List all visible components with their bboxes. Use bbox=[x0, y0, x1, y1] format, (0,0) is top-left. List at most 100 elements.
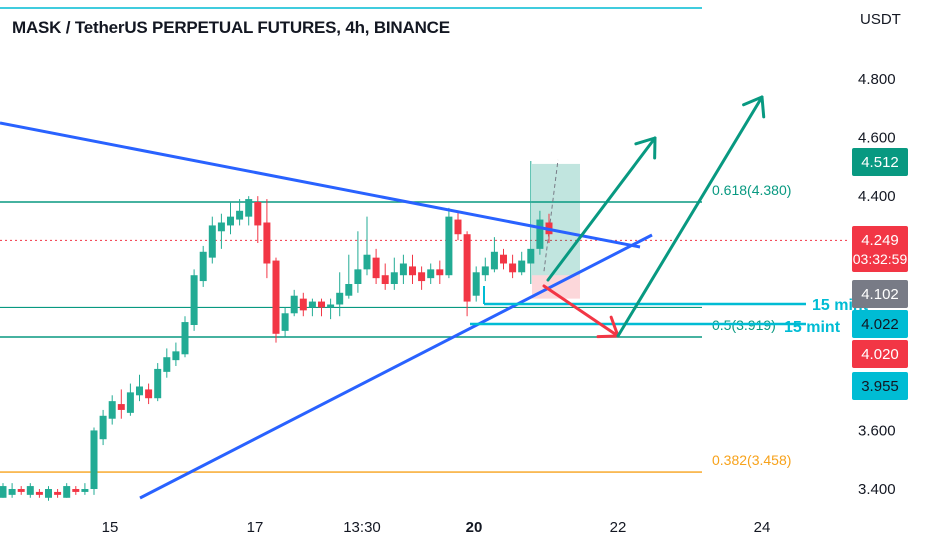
candle-body bbox=[172, 351, 180, 361]
candle-body bbox=[254, 202, 262, 226]
candle-body bbox=[308, 301, 316, 308]
projection-arrow-up-large-head bbox=[742, 95, 766, 119]
price-label-badge bbox=[852, 280, 908, 308]
candle-body bbox=[54, 491, 62, 495]
y-tick-label: 3.600 bbox=[858, 422, 896, 439]
fib-level-label: 0.382(3.458) bbox=[712, 452, 791, 468]
price-label-badge bbox=[852, 340, 908, 368]
price-label-badge bbox=[852, 226, 908, 272]
price-label-badge bbox=[852, 148, 908, 176]
candle-body bbox=[281, 313, 289, 331]
candle-body bbox=[527, 248, 535, 264]
candle-body bbox=[345, 284, 353, 296]
price-label-value: 4.102 bbox=[861, 286, 899, 303]
projection-arrow-up-small bbox=[546, 136, 657, 282]
fib-level-label: 0.618(4.380) bbox=[712, 182, 791, 198]
candle-body bbox=[208, 225, 216, 258]
candle-body bbox=[445, 216, 453, 276]
candle-body bbox=[35, 491, 43, 495]
projection-arrow-up-large bbox=[616, 95, 764, 338]
chart-title: MASK / TetherUS PERPETUAL FUTURES, 4h, B… bbox=[12, 18, 450, 37]
candle-body bbox=[427, 269, 435, 279]
y-tick-label: 4.800 bbox=[858, 71, 896, 88]
candle-body bbox=[163, 357, 171, 372]
candle-body bbox=[472, 272, 480, 296]
x-tick-label: 24 bbox=[754, 519, 771, 536]
candle-body bbox=[290, 295, 298, 314]
projection-arrow-down bbox=[542, 284, 620, 338]
candle-body bbox=[90, 430, 98, 489]
x-tick-label: 13:30 bbox=[343, 519, 381, 536]
candle-body bbox=[463, 234, 471, 302]
candle-body bbox=[63, 486, 71, 498]
candle-body bbox=[81, 489, 89, 492]
candle-body bbox=[390, 272, 398, 284]
candle-body bbox=[217, 222, 225, 232]
box-label-lower: 15 mint bbox=[784, 319, 841, 336]
price-label-badge bbox=[852, 310, 908, 338]
candle-body bbox=[272, 260, 280, 334]
candle-body bbox=[236, 210, 244, 220]
position-projection bbox=[543, 159, 559, 272]
candle-body bbox=[354, 269, 362, 284]
y-tick-label: 4.600 bbox=[858, 130, 896, 147]
y-tick-label: 3.400 bbox=[858, 481, 896, 498]
candle-body bbox=[245, 199, 253, 217]
price-label-value: 4.249 bbox=[861, 232, 899, 249]
candle-body bbox=[227, 216, 234, 226]
candle-body bbox=[363, 254, 371, 270]
candle-body bbox=[190, 275, 198, 325]
candle-body bbox=[327, 304, 335, 308]
candle-body bbox=[99, 415, 107, 440]
candle-body bbox=[181, 322, 189, 355]
candle-body bbox=[126, 392, 134, 413]
candle-body bbox=[299, 298, 307, 311]
y-tick-label: 4.400 bbox=[858, 188, 896, 205]
candle-body bbox=[381, 275, 389, 284]
candle-body bbox=[154, 368, 162, 399]
candle-body bbox=[399, 263, 407, 276]
candle-body bbox=[500, 254, 507, 264]
candle-body bbox=[8, 489, 16, 495]
candle-body bbox=[481, 266, 489, 276]
candle-body bbox=[318, 301, 325, 308]
candle-body bbox=[409, 266, 416, 276]
candle-body bbox=[145, 389, 153, 399]
projection-arrow-up-small-head bbox=[634, 136, 657, 160]
ascending-trendline bbox=[139, 233, 653, 500]
candle-body bbox=[436, 269, 444, 276]
x-tick-label: 22 bbox=[610, 519, 627, 536]
x-tick-label: 20 bbox=[466, 519, 483, 536]
price-label-value: 3.955 bbox=[861, 378, 899, 395]
candle-body bbox=[45, 489, 52, 498]
price-label-badge bbox=[852, 372, 908, 400]
x-tick-label: 15 bbox=[102, 519, 119, 536]
price-label-countdown: 03:32:59 bbox=[853, 251, 908, 267]
candle-body bbox=[199, 251, 207, 282]
candle-body bbox=[263, 222, 271, 264]
candle-body bbox=[418, 272, 426, 282]
candle-body bbox=[136, 386, 143, 396]
candle-body bbox=[536, 219, 544, 249]
price-unit: USDT bbox=[860, 11, 901, 28]
price-label-value: 4.022 bbox=[861, 316, 899, 333]
price-label-value: 4.020 bbox=[861, 346, 899, 363]
candle-body bbox=[17, 489, 25, 492]
candle-body bbox=[509, 263, 517, 273]
descending-trendline bbox=[0, 121, 641, 249]
candle-body bbox=[108, 401, 116, 419]
candle-body bbox=[117, 404, 125, 410]
price-label-value: 4.512 bbox=[861, 154, 899, 171]
candle-body bbox=[72, 489, 80, 492]
x-tick-label: 17 bbox=[247, 519, 264, 536]
candle-body bbox=[372, 257, 380, 279]
candle-body bbox=[0, 486, 7, 498]
candle-body bbox=[26, 486, 34, 495]
position-stop-zone bbox=[532, 275, 580, 299]
candle-body bbox=[336, 292, 344, 305]
candle-body bbox=[518, 260, 526, 273]
candle-body bbox=[490, 251, 498, 270]
candle-body bbox=[454, 219, 462, 235]
